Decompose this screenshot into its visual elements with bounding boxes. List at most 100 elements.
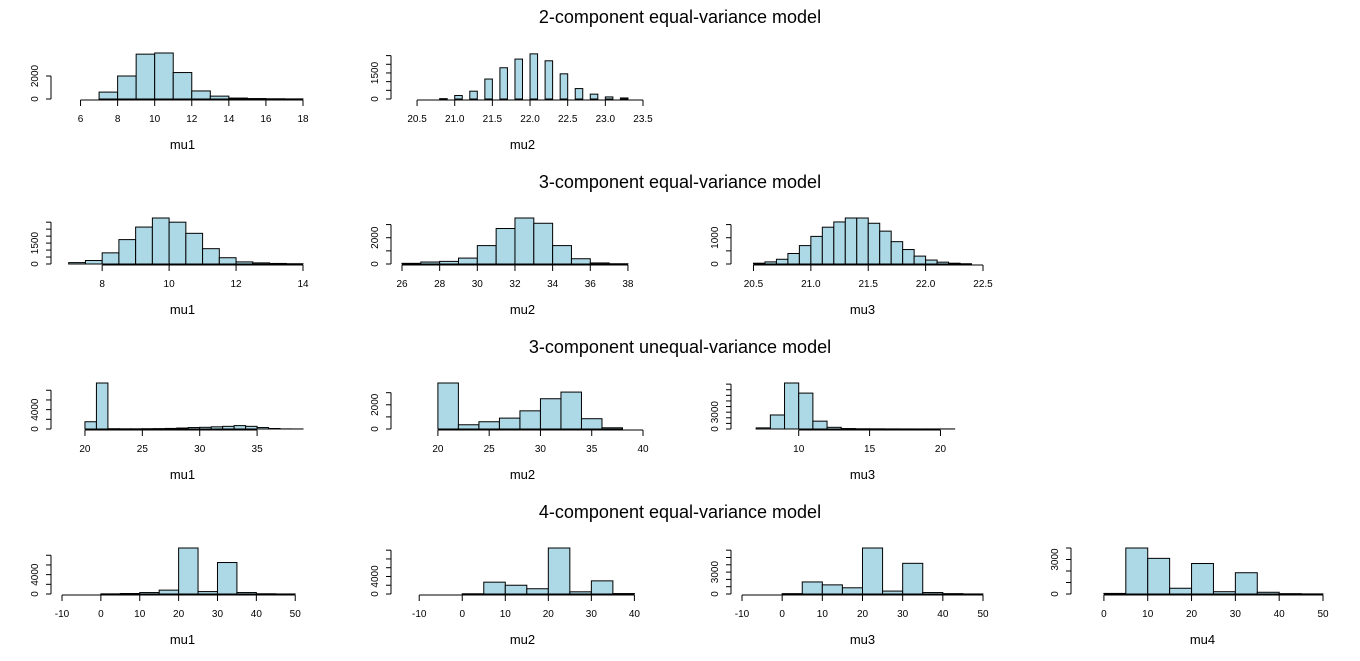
histogram-bar xyxy=(812,420,828,430)
x-tick-label: 40 xyxy=(1274,609,1286,620)
histogram-panel-1-1: 26 28 30 32 34 36 38 0 2000 mu2 xyxy=(370,217,634,317)
histogram-bar xyxy=(222,425,235,430)
histogram-bar xyxy=(84,260,103,265)
x-tick-label: 8 xyxy=(99,279,105,290)
histogram-bar xyxy=(178,547,199,595)
histogram-bar xyxy=(619,97,629,100)
x-tick-label: 0 xyxy=(459,609,465,620)
y-tick-label: 0 xyxy=(30,261,41,267)
histogram-panel-2-1: 20 25 30 35 40 0 2000 mu2 xyxy=(370,382,649,482)
histogram-bar xyxy=(810,235,823,265)
histogram-bar xyxy=(469,90,478,100)
histogram-bar xyxy=(580,418,603,430)
x-tick-label: 10 xyxy=(500,609,512,620)
row-title-3: 3-component unequal-variance model xyxy=(529,337,831,357)
histogram-bar xyxy=(483,581,506,595)
y-tick-label: 0 xyxy=(30,591,41,597)
y-tick-label: 1000 xyxy=(710,226,721,249)
x-tick-label: 21.0 xyxy=(445,114,465,125)
x-tick-label: 20 xyxy=(432,444,444,455)
histogram-panel-2-2: 10 15 20 0 3000 mu3 xyxy=(710,382,956,482)
histogram-bar xyxy=(187,427,201,430)
histogram-bar xyxy=(801,581,823,595)
histogram-bar xyxy=(519,410,541,430)
histogram-bar xyxy=(498,417,521,430)
histogram-bar xyxy=(867,222,881,265)
histogram-bar xyxy=(539,398,562,430)
histogram-bar xyxy=(787,252,800,265)
histogram-bar xyxy=(185,232,204,265)
y-tick-label: 1500 xyxy=(370,61,381,84)
histogram-bar xyxy=(236,592,257,595)
x-tick-label: 25 xyxy=(484,444,496,455)
histogram-bar xyxy=(1147,557,1171,595)
histogram-bar xyxy=(209,95,230,100)
histogram-bar xyxy=(495,228,516,265)
histogram-bar xyxy=(176,427,189,430)
y-tick-label: 3000 xyxy=(710,401,721,424)
x-tick-label: 50 xyxy=(977,609,989,620)
histogram-bar xyxy=(844,217,858,265)
histogram-bar xyxy=(1191,563,1214,595)
histogram-bar xyxy=(420,261,441,265)
x-tick-label: 38 xyxy=(622,279,634,290)
histogram-bar xyxy=(1212,591,1236,595)
x-tick-label: 21.5 xyxy=(859,279,879,290)
histogram-bar xyxy=(101,252,120,265)
histogram-bar xyxy=(269,262,287,265)
histogram-bar xyxy=(902,562,924,595)
histogram-bar xyxy=(95,382,109,430)
histogram-bar xyxy=(856,217,869,265)
x-tick-label: 10 xyxy=(817,609,829,620)
x-tick-label: -10 xyxy=(412,609,427,620)
x-tick-label: 20.5 xyxy=(744,279,764,290)
y-tick-label: 3000 xyxy=(1050,548,1061,571)
x-axis-label: mu1 xyxy=(170,302,195,317)
histogram-bar xyxy=(560,391,582,430)
histogram-bar xyxy=(437,382,459,430)
histogram-bar xyxy=(218,257,237,265)
histogram-bar xyxy=(922,592,944,595)
x-tick-label: 35 xyxy=(252,444,264,455)
histogram-bar xyxy=(484,78,493,100)
x-tick-label: 10 xyxy=(164,279,176,290)
histogram-bar xyxy=(526,588,549,595)
histogram-bar xyxy=(256,427,270,430)
histogram-bar xyxy=(879,230,892,265)
x-tick-label: 50 xyxy=(290,609,302,620)
histogram-bar xyxy=(552,245,572,265)
y-tick-label: 0 xyxy=(30,426,41,432)
x-tick-label: 22.0 xyxy=(520,114,540,125)
x-tick-label: 22.0 xyxy=(916,279,936,290)
histogram-panel-3-3: 0 10 20 30 40 50 0 3000 mu4 xyxy=(1050,547,1329,647)
histogram-bar xyxy=(570,258,591,265)
x-tick-label: 32 xyxy=(509,279,521,290)
histogram-bar xyxy=(752,262,766,265)
y-tick-label: 3000 xyxy=(710,561,721,584)
histogram-panel-1-2: 20.5 21.0 21.5 22.0 22.5 0 1000 mu3 xyxy=(710,217,993,317)
histogram-bar xyxy=(798,245,812,265)
y-tick-label: 0 xyxy=(370,591,381,597)
histogram-bar xyxy=(925,259,938,265)
histogram-bar xyxy=(202,248,220,265)
x-axis-label: mu1 xyxy=(170,137,195,152)
x-tick-label: 40 xyxy=(637,444,649,455)
x-axis-label: mu3 xyxy=(850,467,875,482)
x-tick-label: 40 xyxy=(937,609,949,620)
histogram-bar xyxy=(439,260,459,265)
histogram-bar xyxy=(589,93,599,100)
histogram-bar xyxy=(68,262,86,265)
histogram-bar xyxy=(164,427,178,430)
histogram-bar xyxy=(478,421,500,430)
histogram-bar xyxy=(764,261,777,265)
histogram-panel-3-0: -10 0 10 20 30 40 50 0 4000 mu1 xyxy=(30,547,302,647)
histogram-bar xyxy=(547,547,571,595)
x-tick-label: 20 xyxy=(1186,609,1198,620)
histogram-bar xyxy=(601,427,623,430)
histogram-bar xyxy=(84,421,97,430)
histogram-bar xyxy=(589,262,610,265)
y-tick-label: 1500 xyxy=(30,232,41,255)
histogram-bar xyxy=(1169,587,1193,595)
histogram-bar xyxy=(135,226,153,265)
